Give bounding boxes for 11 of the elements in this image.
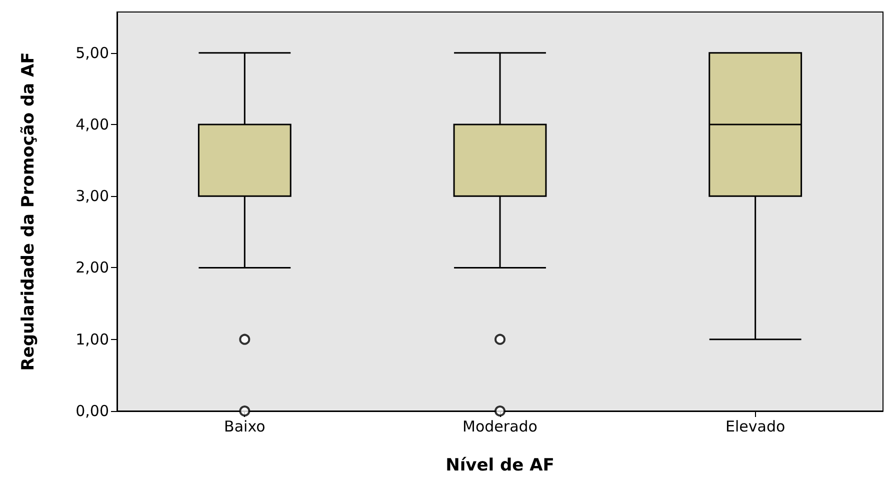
y-tick-label: 1,00	[76, 330, 109, 348]
y-tick-label: 4,00	[76, 115, 109, 134]
y-tick-label: 3,00	[76, 187, 109, 206]
y-axis-title: Regularidade da Promoção da AF	[18, 52, 38, 371]
y-tick-label: 5,00	[76, 44, 109, 62]
y-tick-label: 2,00	[76, 258, 109, 277]
x-tick-label: Moderado	[462, 418, 538, 436]
y-tick-label: 0,00	[76, 402, 109, 420]
x-tick-label: Elevado	[726, 418, 786, 436]
x-tick-label: Baixo	[224, 418, 266, 436]
x-axis-title: Nível de AF	[446, 456, 554, 476]
